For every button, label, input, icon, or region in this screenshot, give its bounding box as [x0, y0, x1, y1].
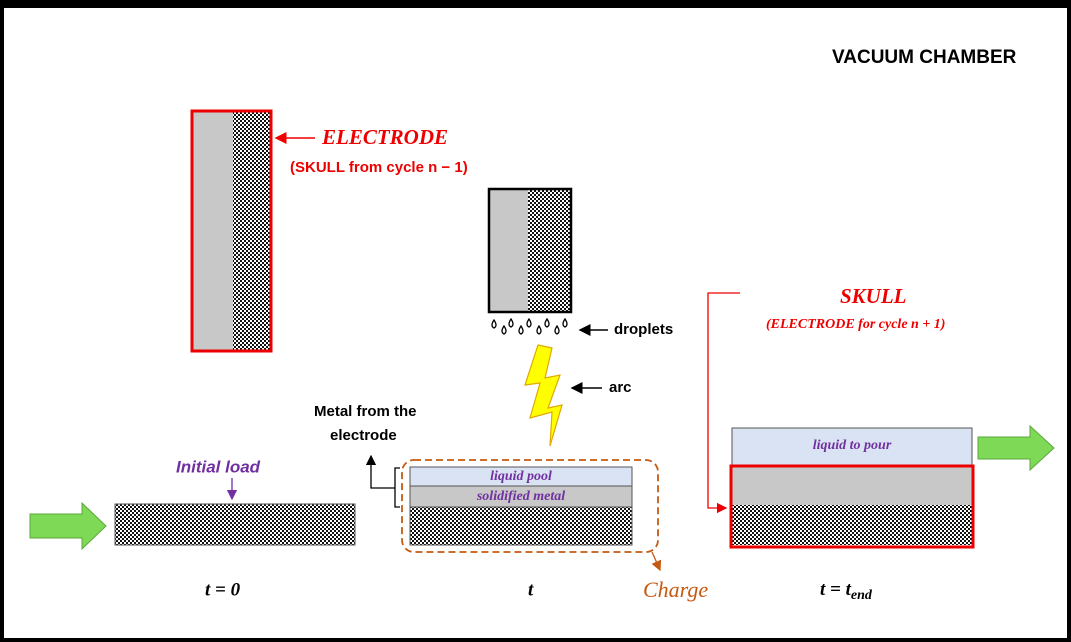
charge-outline	[401, 459, 659, 553]
title: VACUUM CHAMBER	[832, 47, 1017, 68]
liquid-to-pour-label: liquid to pour	[813, 438, 892, 453]
skull-arrow	[707, 292, 740, 514]
time-label: t = tend	[820, 579, 873, 603]
time-label: t	[528, 579, 534, 600]
melting-electrode	[487, 187, 573, 314]
charge-base	[409, 506, 633, 546]
green-arrow	[29, 501, 107, 551]
arrow	[651, 551, 662, 572]
electrode-block	[190, 109, 273, 353]
skull-label: SKULL	[840, 284, 907, 308]
arc-label: arc	[609, 379, 632, 396]
initial-load-block	[114, 503, 356, 546]
droplet-icons	[491, 317, 568, 335]
electrode-note: (SKULL from cycle n − 1)	[290, 159, 468, 176]
skull-solid	[732, 467, 972, 505]
arc-bolt	[524, 344, 563, 447]
skull-base	[732, 505, 972, 545]
charge-label: Charge	[643, 577, 708, 602]
droplets-label: droplets	[614, 321, 673, 338]
solid-label: solidified metal	[476, 489, 565, 504]
skull-note: (ELECTRODE for cycle n + 1)	[766, 317, 945, 332]
electrode-label: ELECTRODE	[321, 125, 448, 149]
frame-top	[0, 0, 1071, 8]
liquid-pool-label: liquid pool	[490, 469, 552, 484]
initial-load-label: Initial load	[176, 457, 261, 476]
skull-outline	[729, 464, 975, 549]
green-arrow	[977, 424, 1055, 472]
bracket-arrow	[371, 456, 400, 508]
metal-note: electrode	[330, 427, 397, 444]
time-label: t = 0	[205, 579, 241, 600]
metal-note: Metal from the	[314, 403, 417, 420]
